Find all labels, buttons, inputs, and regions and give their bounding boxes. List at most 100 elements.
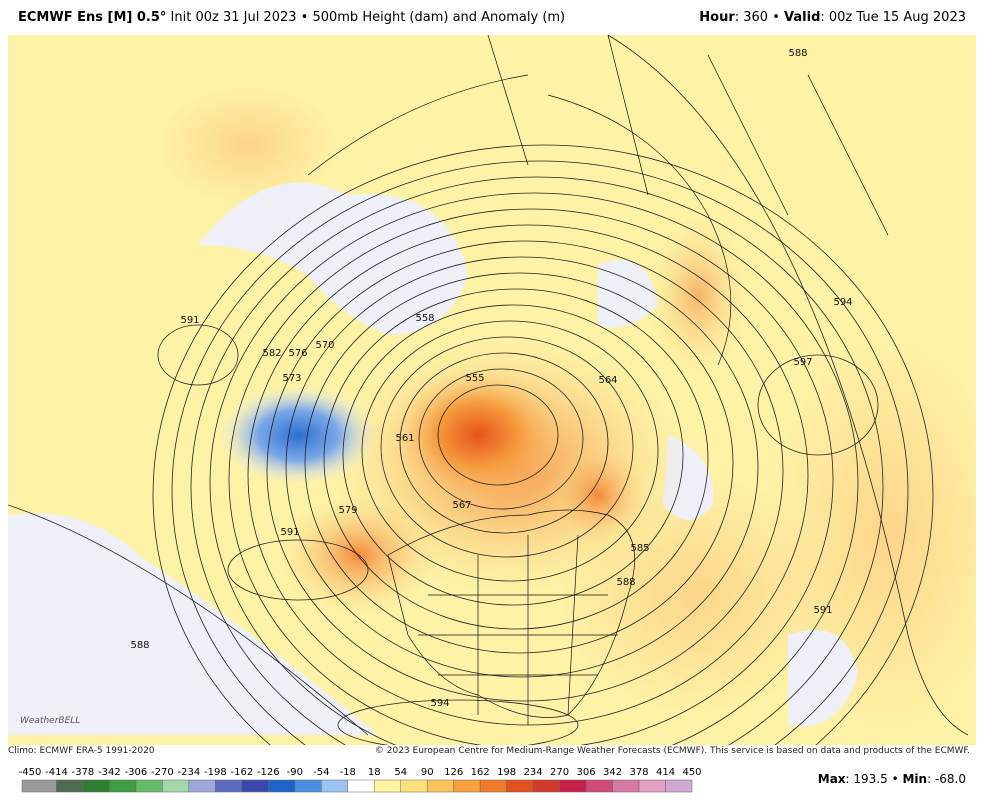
contour-label: 588: [130, 640, 149, 651]
contour: [228, 208, 834, 745]
hour-label: Hour: [699, 10, 735, 25]
description: Init 00z 31 Jul 2023 • 500mb Height (dam…: [170, 10, 566, 25]
colorbar-cell: [241, 779, 269, 793]
colorbar-cell: [665, 779, 693, 793]
colorbar-cell: [321, 779, 349, 793]
colorbar-label: 306: [577, 767, 596, 778]
contour-label: 567: [452, 500, 471, 511]
max-label: Max: [817, 772, 846, 786]
colorbar-cell: [294, 779, 322, 793]
contour: [399, 352, 609, 534]
colorbar-label: -450: [19, 767, 42, 778]
colorbar-cell: [188, 779, 216, 793]
colorbar-label: -18: [340, 767, 356, 778]
colorbar-label: 414: [656, 767, 675, 778]
contour: [190, 176, 884, 745]
copyright: © 2023 European Centre for Medium-Range …: [374, 746, 970, 756]
climo: Climo: ECMWF ERA-5 1991-2020: [8, 746, 155, 756]
valid-label: Valid: [784, 10, 821, 25]
colorbar-label: 378: [629, 767, 648, 778]
colorbar-cell: [532, 779, 560, 793]
colorbar-label: 126: [444, 767, 463, 778]
colorbar-cell: [21, 779, 57, 793]
colorbar-label: -162: [230, 767, 253, 778]
stats: Max: 193.5 • Min: -68.0: [818, 772, 966, 786]
contour: [171, 160, 909, 745]
colorbar-cell: [400, 779, 428, 793]
colorbar-cell: [82, 779, 110, 793]
height-contours: [8, 35, 969, 745]
contour: [342, 304, 684, 606]
contour-label: 591: [180, 315, 199, 326]
colorbar-cell: [479, 779, 507, 793]
colorbar-label: -306: [125, 767, 148, 778]
coastlines: [307, 35, 889, 725]
contour: [337, 699, 579, 745]
colorbar-label: 18: [368, 767, 381, 778]
colorbar-cell: [426, 779, 454, 793]
contour-label: 597: [793, 357, 812, 368]
colorbar-label: -414: [45, 767, 68, 778]
colorbar-cell: [347, 779, 375, 793]
valid-value: : 00z Tue 15 Aug 2023: [820, 10, 966, 25]
colorbar-label: -234: [178, 767, 201, 778]
colorbar-cell: [215, 779, 243, 793]
colorbar-cell: [612, 779, 640, 793]
colorbar-label: -90: [287, 767, 303, 778]
colorbar-cell: [56, 779, 84, 793]
contour-label: 579: [338, 505, 357, 516]
colorbar-label: 54: [394, 767, 407, 778]
contour-label: 555: [465, 373, 484, 384]
contour-label: 570: [315, 340, 334, 351]
contour-label: 588: [788, 48, 807, 59]
contour-label: 588: [616, 577, 635, 588]
contour-label: 591: [280, 527, 299, 538]
contour: [607, 35, 969, 736]
colorbar-cell: [373, 779, 401, 793]
contour: [152, 144, 934, 745]
max-value: : 193.5 •: [845, 772, 899, 786]
colorbar-cell: [638, 779, 666, 793]
contour: [437, 384, 559, 486]
contour: [8, 504, 369, 736]
hour-value: : 360 •: [734, 10, 780, 25]
colorbar-cell: [268, 779, 296, 793]
colorbar-label: 450: [682, 767, 701, 778]
colorbar-cell: [109, 779, 137, 793]
colorbar-label: -126: [257, 767, 280, 778]
colorbar-cell: [585, 779, 613, 793]
contour: [285, 256, 759, 678]
contour: [209, 192, 859, 745]
contour: [266, 240, 784, 702]
contour: [157, 324, 239, 386]
colorbar-cell: [506, 779, 534, 793]
contour: [757, 354, 879, 456]
contour: [227, 539, 369, 601]
colorbar-label: 90: [421, 767, 434, 778]
contour-label: 594: [430, 698, 449, 709]
contour-label: 582: [262, 348, 281, 359]
contour: [380, 336, 634, 558]
contour: [304, 272, 734, 654]
colorbar-label: 234: [524, 767, 543, 778]
contour: [418, 368, 584, 510]
contour-label: 594: [833, 297, 852, 308]
colorbar-label: 342: [603, 767, 622, 778]
colorbar-label: 270: [550, 767, 569, 778]
colorbar-label: -378: [72, 767, 95, 778]
colorbar-cell: [135, 779, 163, 793]
contour-label: 561: [395, 433, 414, 444]
map: 588 591 582 576 573 570 558 555 564 597 594 579 591 5…: [8, 35, 976, 745]
contour-label: 573: [282, 373, 301, 384]
contour-label: 591: [813, 605, 832, 616]
colorbar: -450 -414 -378 -342 -306 -270 -234 -198 -162 -126…: [19, 767, 702, 793]
header-right: Hour: 360 • Valid: 00z Tue 15 Aug 2023: [699, 10, 966, 25]
contour-label: 564: [598, 375, 617, 386]
min-label: Min: [902, 772, 928, 786]
colorbar-label: -54: [313, 767, 329, 778]
contour-label: 558: [415, 313, 434, 324]
contour: [323, 288, 709, 630]
colorbar-label: -198: [204, 767, 227, 778]
colorbar-label: 198: [497, 767, 516, 778]
